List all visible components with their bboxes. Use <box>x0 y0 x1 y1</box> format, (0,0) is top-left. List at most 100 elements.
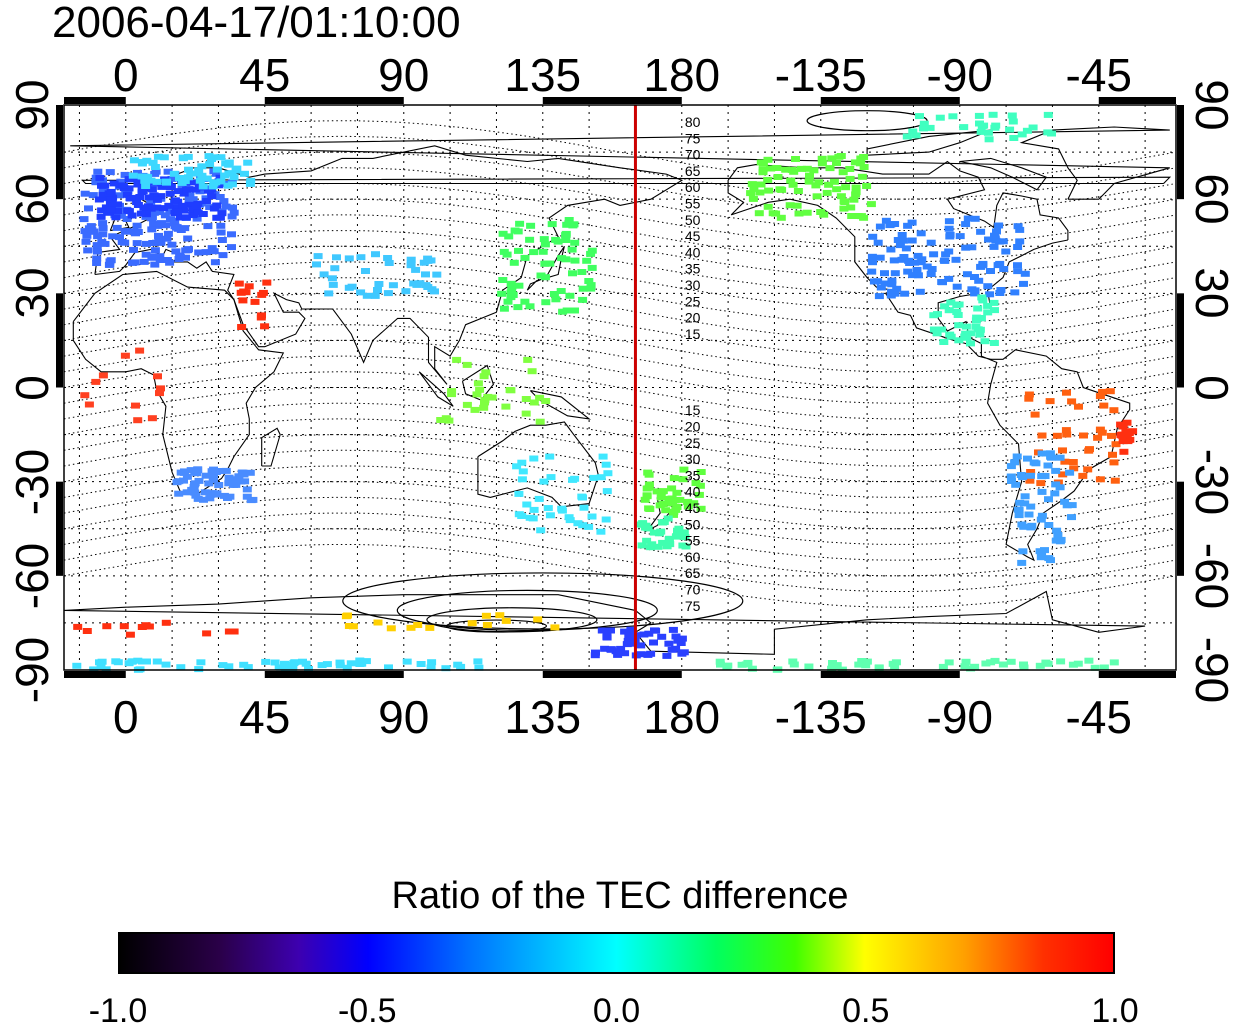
tec-cell <box>513 304 523 311</box>
tec-cell <box>401 288 411 295</box>
tec-cell <box>115 234 124 241</box>
tec-cell <box>361 658 371 665</box>
tec-cell <box>926 239 936 246</box>
axis-bar-left <box>56 481 63 576</box>
tec-cell <box>207 468 217 475</box>
tec-cell <box>545 512 555 519</box>
tec-cell <box>178 154 188 161</box>
tec-cell <box>546 474 556 481</box>
tec-cell <box>135 194 145 200</box>
tec-cell <box>384 664 393 671</box>
tec-cell <box>216 222 226 229</box>
tec-cell <box>238 297 248 304</box>
tec-cell <box>503 298 513 305</box>
tec-cell <box>93 233 103 240</box>
colorbar-title: Ratio of the TEC difference <box>391 875 849 917</box>
tec-cell <box>689 500 699 507</box>
tec-cell <box>183 235 193 242</box>
tec-cell <box>1015 226 1025 233</box>
tec-cell <box>941 251 951 258</box>
tec-cell <box>1046 557 1055 564</box>
tec-cell <box>536 272 546 279</box>
tec-cell <box>662 652 672 659</box>
tec-cell <box>945 233 955 240</box>
tec-cell <box>649 639 658 646</box>
tec-cell <box>1084 657 1094 664</box>
tec-cell <box>91 378 101 385</box>
tec-cell <box>290 659 300 666</box>
tec-cell <box>868 233 878 240</box>
tec-cell <box>771 210 781 217</box>
tec-cell <box>1014 512 1024 519</box>
tec-cell <box>72 662 82 669</box>
tec-cell <box>374 281 384 287</box>
tec-cell <box>561 237 571 243</box>
axis-bar-bottom <box>542 671 682 678</box>
tec-cell <box>557 505 567 512</box>
tec-cell <box>98 187 108 194</box>
tec-cell <box>270 659 280 666</box>
tec-cell <box>237 324 247 330</box>
tec-cell <box>227 231 236 238</box>
tec-cell <box>980 338 990 345</box>
contour-label: 55 <box>685 533 701 549</box>
tec-cell <box>952 283 962 290</box>
tec-cell <box>258 289 268 296</box>
tec-cell <box>108 233 118 240</box>
tec-cell <box>212 166 222 173</box>
tec-cell <box>1109 659 1119 666</box>
tec-cell <box>344 255 354 262</box>
tec-cell <box>679 649 689 656</box>
tec-cell <box>763 156 773 163</box>
tec-cell <box>1047 454 1056 461</box>
tec-cell <box>1018 474 1028 481</box>
tec-cell <box>413 622 423 628</box>
lat-tick-right: 90 <box>1186 79 1238 131</box>
tec-cell <box>84 225 94 232</box>
tec-cell <box>209 248 219 255</box>
tec-cell <box>811 182 821 189</box>
tec-cell <box>959 124 969 131</box>
tec-cell <box>182 473 192 480</box>
tec-cell <box>989 299 999 306</box>
tec-cell <box>1055 454 1065 461</box>
tec-cell <box>341 613 351 620</box>
colorbar-tick: 1.0 <box>1091 992 1139 1030</box>
tec-cell <box>196 659 206 666</box>
tec-cell <box>851 184 861 191</box>
tec-cell <box>178 202 188 209</box>
contour-label: 75 <box>685 130 701 146</box>
tec-cell <box>990 235 1000 242</box>
tec-cell <box>895 242 905 249</box>
tec-cell <box>832 186 842 193</box>
tec-cell <box>979 122 989 129</box>
tec-cell <box>602 634 612 641</box>
tec-cell <box>362 292 372 299</box>
tec-cell <box>939 339 949 345</box>
tec-cell <box>673 527 682 534</box>
tec-cell <box>481 612 491 619</box>
contour-label: 15 <box>685 326 701 342</box>
tec-cell <box>944 218 954 225</box>
tec-cell <box>1043 462 1053 469</box>
tec-cell <box>1062 431 1072 438</box>
tec-cell <box>436 417 446 423</box>
tec-cell <box>231 477 241 484</box>
tec-cell <box>773 174 783 180</box>
tec-cell <box>119 623 129 630</box>
tec-cell <box>159 205 169 212</box>
tec-cell <box>473 380 483 387</box>
coastline <box>959 157 1048 191</box>
lat-tick-right: -90 <box>1186 636 1238 704</box>
tec-cell <box>462 361 472 368</box>
tec-cell <box>867 253 877 260</box>
tec-cell <box>324 290 334 297</box>
tec-cell <box>120 171 130 178</box>
contour-label: 75 <box>685 598 701 614</box>
tec-cell <box>229 209 239 216</box>
contour-label: 20 <box>685 418 701 434</box>
tec-cell <box>180 468 189 475</box>
tec-cell <box>147 215 157 222</box>
tec-cell <box>1117 432 1127 439</box>
tec-cell <box>415 280 425 287</box>
